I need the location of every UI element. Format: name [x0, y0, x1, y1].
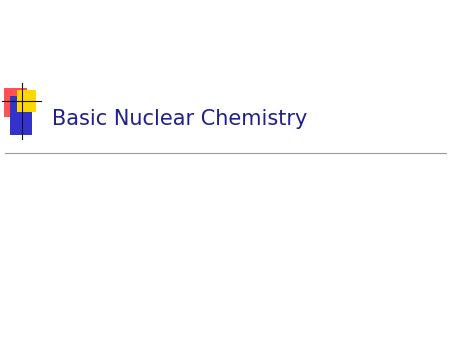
Bar: [10, 96, 32, 135]
Bar: [4, 88, 27, 117]
Bar: [17, 90, 36, 112]
Text: Basic Nuclear Chemistry: Basic Nuclear Chemistry: [52, 109, 307, 129]
